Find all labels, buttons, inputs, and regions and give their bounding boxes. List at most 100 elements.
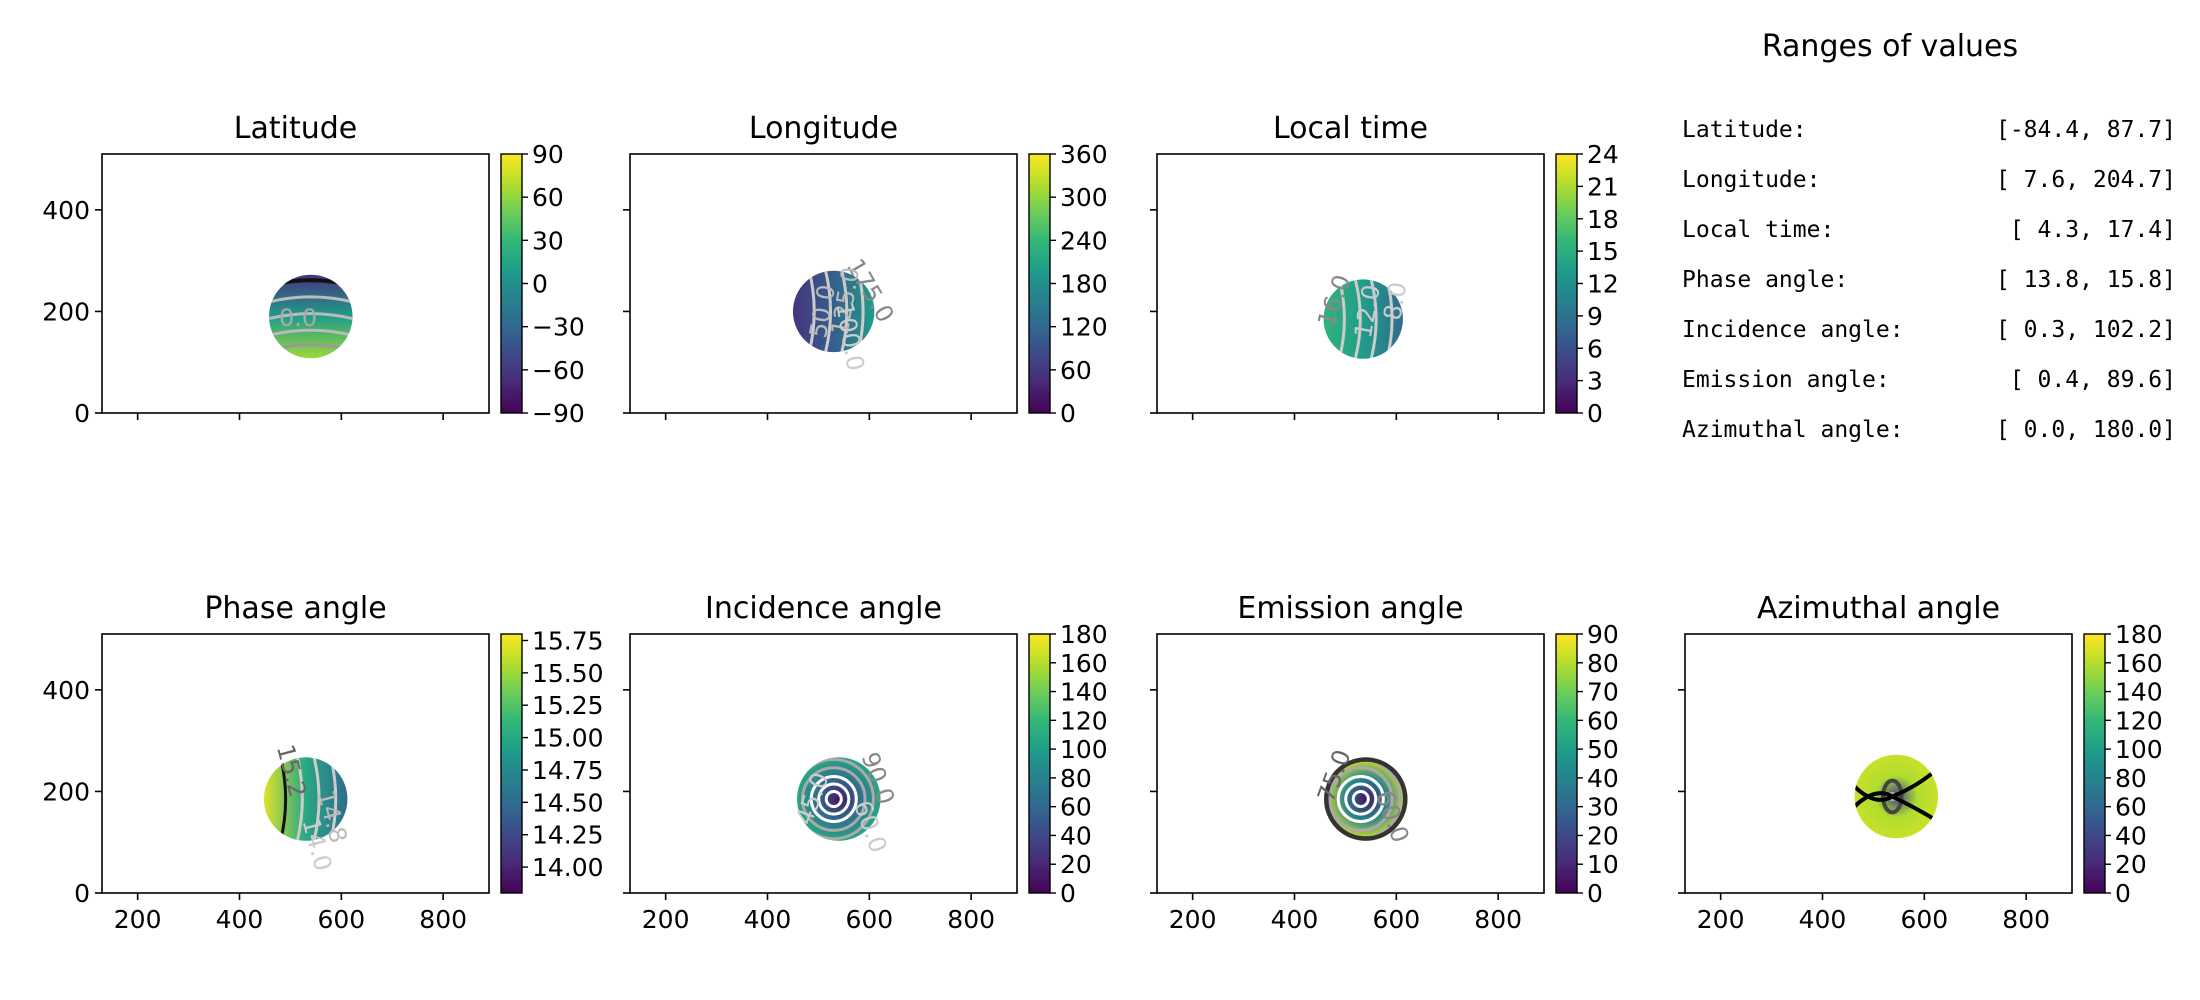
range-value: [ 0.4, 89.6] [2010,367,2176,393]
colorbar-tick-label: 120 [1060,706,1108,735]
planet-disk [1324,757,1408,841]
colorbar-tick-label: 20 [2115,850,2147,879]
colorbar [1028,153,1051,414]
colorbar-tick-label: 90 [1587,620,1619,649]
range-value: [ 13.8, 15.8] [1996,267,2176,293]
panel-longitude: Longitude175.0125.050.0100.0060120180240… [623,111,1108,428]
ranges-title: Ranges of values [1762,29,2018,64]
colorbar-tick-label: 6 [1587,334,1603,363]
colorbar-tick-label: 15 [1587,237,1619,266]
colorbar-tick-label: 100 [2115,735,2163,764]
colorbar-tick-label: 360 [1060,140,1108,169]
y-tick-label: 0 [74,399,90,428]
colorbar [2083,633,2106,894]
range-label: Azimuthal angle: [1682,417,1904,443]
x-tick-label: 200 [642,905,690,934]
axes-frame [629,633,1018,894]
colorbar-tick-label: 0 [1060,879,1076,908]
colorbar [1028,633,1051,894]
colorbar-tick-label: 60 [532,183,564,212]
x-tick-label: 800 [2002,905,2050,934]
axes-frame [1684,633,2073,894]
colorbar-tick-label: −30 [532,313,585,342]
colorbar-tick-label: 3 [1587,367,1603,396]
colorbar-tick-label: 90 [532,140,564,169]
colorbar-tick-label: 80 [2115,764,2147,793]
x-tick-label: 800 [947,905,995,934]
colorbar-tick-label: 120 [1060,313,1108,342]
colorbar-tick-label: 60 [1060,793,1092,822]
range-value: [ 0.0, 180.0] [1996,417,2176,443]
x-tick-label: 400 [216,905,264,934]
colorbar-tick-label: 0 [1587,399,1603,428]
colorbar-tick-label: 14.00 [532,853,604,882]
axes-title: Latitude [234,111,357,146]
y-tick-label: 400 [42,676,90,705]
range-value: [-84.4, 87.7] [1996,117,2176,143]
colorbar-tick-label: 120 [2115,706,2163,735]
x-tick-label: 200 [1697,905,1745,934]
axes-title: Phase angle [204,591,386,626]
y-tick-label: 200 [42,297,90,326]
colorbar-tick-label: 30 [532,226,564,255]
range-value: [ 4.3, 17.4] [2010,217,2176,243]
colorbar-tick-label: 15.75 [532,626,604,655]
axes-frame [101,153,490,414]
x-tick-label: 200 [1169,905,1217,934]
range-label: Local time: [1682,217,1834,243]
colorbar [500,633,523,894]
contour-lines [797,757,875,841]
contour-label: 0.0 [279,304,317,332]
colorbar-tick-label: 160 [2115,649,2163,678]
colorbar-tick-label: 40 [2115,821,2147,850]
colorbar-tick-label: 300 [1060,183,1108,212]
planet-disk [269,274,353,359]
range-label: Emission angle: [1682,367,1890,393]
x-tick-label: 200 [114,905,162,934]
colorbar-tick-label: 21 [1587,172,1619,201]
x-tick-label: 600 [1900,905,1948,934]
axes-title: Emission angle [1237,591,1463,626]
colorbar-tick-label: 40 [1587,764,1619,793]
colorbar-tick-label: 20 [1587,821,1619,850]
y-tick-label: 400 [42,196,90,225]
range-label: Latitude: [1682,117,1807,143]
axes-title: Longitude [749,111,898,146]
colorbar-tick-label: 0 [2115,879,2131,908]
colorbar-tick-label: 180 [1060,270,1108,299]
range-label: Phase angle: [1682,267,1848,293]
x-tick-label: 600 [1372,905,1420,934]
y-tick-label: 0 [74,879,90,908]
colorbar-tick-label: −60 [532,356,585,385]
colorbar-tick-label: 0 [532,270,548,299]
colorbar-tick-label: 14.25 [532,821,604,850]
colorbar-tick-label: 30 [1587,793,1619,822]
colorbar-tick-label: 9 [1587,302,1603,331]
x-tick-label: 600 [317,905,365,934]
axes-frame [1156,633,1545,894]
x-tick-label: 400 [1799,905,1847,934]
colorbar-tick-label: 20 [1060,850,1092,879]
colorbar-tick-label: 14.75 [532,756,604,785]
colorbar-tick-label: 180 [1060,620,1108,649]
colorbar-tick-label: 18 [1587,205,1619,234]
y-tick-label: 200 [42,777,90,806]
range-value: [ 0.3, 102.2] [1996,317,2176,343]
colorbar-tick-label: 60 [1060,356,1092,385]
colorbar-tick-label: 0 [1587,879,1603,908]
contour-label: 8.0 [1378,280,1412,322]
colorbar-tick-label: 10 [1587,850,1619,879]
panel-latitude: Latitude 0.0 0 200 400 −90 −60 −30 0 30 60 90 [42,111,584,428]
colorbar-tick-label: 80 [1060,764,1092,793]
colorbar-tick-label: 0 [1060,399,1076,428]
colorbar-tick-label: 140 [2115,678,2163,707]
x-tick-label: 400 [1271,905,1319,934]
axes-frame [1156,153,1545,414]
colorbar-tick-label: 15.00 [532,724,604,753]
